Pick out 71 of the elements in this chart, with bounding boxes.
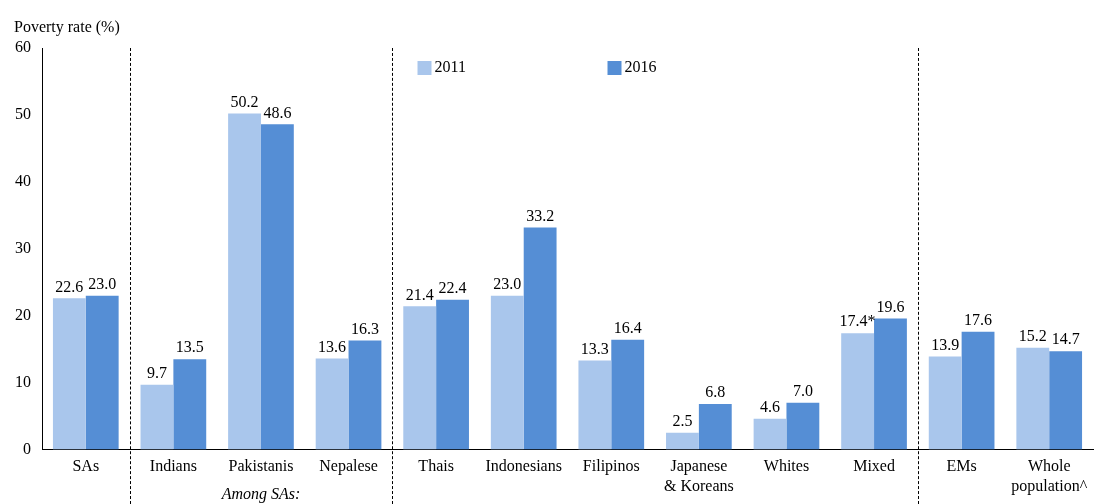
bar bbox=[786, 402, 820, 450]
y-axis-title: Poverty rate (%) bbox=[14, 18, 120, 37]
data-label: 9.7 bbox=[146, 363, 167, 381]
data-label: 16.3 bbox=[350, 319, 379, 337]
data-label: 2.5 bbox=[672, 412, 693, 430]
bar bbox=[698, 404, 732, 450]
x-tick-label: Thais bbox=[418, 457, 454, 475]
data-label: 17.4* bbox=[839, 312, 876, 330]
text: Among SAs: bbox=[220, 485, 301, 504]
bar bbox=[490, 295, 524, 450]
x-tick-label: Indians bbox=[149, 457, 197, 475]
data-label: 19.6 bbox=[876, 297, 905, 315]
data-label: 17.6 bbox=[964, 311, 993, 328]
data-label: 21.4 bbox=[405, 285, 434, 303]
bar bbox=[666, 432, 699, 450]
bar bbox=[85, 295, 119, 450]
data-label: 13.5 bbox=[175, 338, 204, 356]
x-tick-label: Filipinos bbox=[582, 457, 640, 476]
data-label: 48.6 bbox=[263, 103, 292, 121]
data-label: 6.8 bbox=[705, 383, 726, 401]
x-tick-label: Nepalese bbox=[319, 457, 378, 476]
y-tick-label: 40 bbox=[15, 172, 31, 190]
y-tick-label: 10 bbox=[15, 372, 31, 390]
data-label: 22.6 bbox=[55, 277, 84, 295]
data-label: 16.4 bbox=[613, 319, 642, 337]
x-tick-label: Mixed bbox=[853, 457, 895, 475]
y-tick-label: 60 bbox=[15, 38, 31, 56]
bar bbox=[523, 227, 557, 450]
bar bbox=[403, 306, 437, 450]
bar bbox=[928, 356, 962, 450]
data-label: 14.7 bbox=[1051, 330, 1080, 348]
y-tick-label: 30 bbox=[15, 239, 31, 256]
bar bbox=[961, 331, 995, 450]
data-label: 13.6 bbox=[318, 337, 347, 355]
bar bbox=[52, 298, 86, 450]
y-tick-label: 50 bbox=[15, 105, 31, 123]
data-label: 15.2 bbox=[1018, 327, 1047, 345]
data-label: 22.4 bbox=[438, 278, 467, 296]
y-tick-label: 20 bbox=[15, 305, 31, 323]
bar bbox=[611, 339, 645, 450]
bar bbox=[348, 340, 382, 450]
data-label: 13.9 bbox=[931, 335, 960, 353]
data-label: 23.0 bbox=[493, 274, 522, 292]
x-tick-label: EMs bbox=[946, 457, 977, 475]
data-label: 4.6 bbox=[760, 398, 781, 416]
legend-label: 2016 bbox=[624, 58, 657, 76]
data-label: 50.2 bbox=[230, 92, 259, 110]
x-tick-label: Whole population^ bbox=[1011, 457, 1088, 495]
x-tick-label: Whites bbox=[763, 457, 810, 475]
data-label: 23.0 bbox=[88, 274, 117, 292]
data-label: 7.0 bbox=[792, 381, 813, 399]
bar bbox=[315, 358, 349, 450]
bar bbox=[260, 124, 294, 450]
data-label: 13.3 bbox=[580, 339, 609, 357]
bar bbox=[228, 113, 261, 450]
bar bbox=[1016, 347, 1050, 450]
x-tick-label: SAs bbox=[72, 457, 100, 475]
data-label: 33.2 bbox=[526, 206, 555, 224]
y-tick-label: 0 bbox=[23, 439, 31, 457]
bar bbox=[841, 333, 875, 450]
bar bbox=[436, 299, 469, 450]
legend-label: 2011 bbox=[434, 58, 466, 76]
bar bbox=[753, 418, 787, 450]
bar bbox=[1049, 351, 1083, 450]
x-tick-label: Pakistanis bbox=[228, 457, 294, 475]
bar bbox=[140, 384, 174, 450]
bar bbox=[874, 318, 907, 450]
bar bbox=[578, 360, 612, 450]
x-tick-label: Indonesians bbox=[485, 457, 562, 475]
bar bbox=[173, 359, 207, 450]
x-tick-label: Japanese & Koreans bbox=[663, 457, 734, 494]
